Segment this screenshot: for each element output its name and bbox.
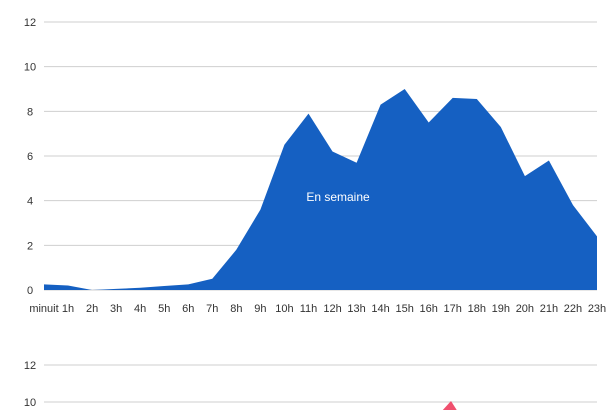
top-chart-x-tick-1h: 1h [62, 303, 74, 315]
top-chart-y-tick-8: 8 [27, 106, 33, 118]
bottom-chart-gridlines [44, 364, 597, 403]
top-chart-x-tick-6h: 6h [182, 303, 194, 315]
top-chart-x-tick-9h: 9h [254, 303, 266, 315]
top-chart-x-tick-16h: 16h [420, 303, 438, 315]
top-chart-x-tick-labels: minuit 1h 2h 3h 4h 5h 6h 7h 8h 9h 10h 11h 12h 13h 14h 1… [29, 303, 606, 315]
top-chart-x-tick-21h: 21h [540, 303, 558, 315]
top-chart-x-tick-4h: 4h [134, 303, 146, 315]
bottom-chart-y-tick-labels: 10 12 [24, 360, 36, 409]
top-chart-x-tick-17h: 17h [444, 303, 462, 315]
bottom-chart-y-tick-12: 12 [24, 360, 36, 372]
top-chart-x-tick-11h: 11h [300, 303, 318, 315]
top-chart-y-tick-12: 12 [24, 17, 36, 29]
top-chart-area-series [44, 89, 597, 290]
bottom-chart-y-tick-10: 10 [24, 397, 36, 409]
top-chart-x-tick-5h: 5h [158, 303, 170, 315]
top-chart-x-tick-19h: 19h [492, 303, 510, 315]
top-chart-y-tick-10: 10 [24, 62, 36, 74]
top-chart-series-label: En semaine [306, 190, 370, 204]
top-chart-x-tick-14h: 14h [371, 303, 389, 315]
top-chart-x-tick-23h: 23h [588, 303, 606, 315]
bottom-chart-area-peak [442, 401, 457, 410]
top-chart-y-tick-4: 4 [27, 196, 33, 208]
top-chart-x-tick-20h: 20h [516, 303, 534, 315]
top-chart-x-tick-7h: 7h [206, 303, 218, 315]
top-chart-y-tick-0: 0 [27, 285, 33, 297]
top-chart-y-tick-6: 6 [27, 151, 33, 163]
top-chart-x-tick-15h: 15h [395, 303, 413, 315]
top-chart-x-tick-2h: 2h [86, 303, 98, 315]
top-chart-x-tick-minuit: minuit [29, 303, 58, 315]
top-chart-x-tick-13h: 13h [347, 303, 365, 315]
top-chart-x-tick-8h: 8h [230, 303, 242, 315]
top-chart-x-tick-12h: 12h [323, 303, 341, 315]
top-chart-x-tick-18h: 18h [468, 303, 486, 315]
top-chart-x-tick-3h: 3h [110, 303, 122, 315]
top-chart-y-tick-labels: 0 2 4 6 8 10 12 [24, 17, 36, 297]
top-chart-x-tick-22h: 22h [564, 303, 582, 315]
top-chart-y-tick-2: 2 [27, 240, 33, 252]
top-chart-x-tick-10h: 10h [275, 303, 293, 315]
